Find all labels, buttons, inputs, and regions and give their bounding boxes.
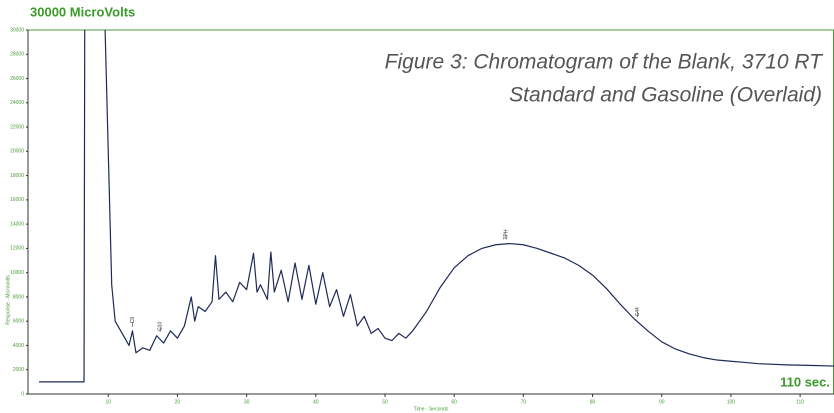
x-tick-label: 90 [659,399,665,405]
y-tick-label: 4000 [13,343,24,349]
y-tick-label: 10000 [10,270,24,276]
y-tick-label: 12000 [10,246,24,252]
x-tick-label: 50 [382,399,388,405]
x-tick-label: 110 [796,399,804,405]
x-tick-label: 70 [521,399,527,405]
x-tick-label: 80 [590,399,596,405]
y-tick-label: 14000 [10,221,24,227]
y-axis-label: Response - Microvolts [5,275,11,325]
y-tick-label: 26000 [10,76,24,82]
x-tick-label: 30 [244,399,250,405]
y-tick-label: 20000 [10,149,24,155]
x-tick-label: 20 [175,399,181,405]
y-tick-label: 0 [21,391,24,397]
y-unit-label: 30000 MicroVolts [30,4,135,19]
peak-label: TPH [503,229,509,239]
plot-area [39,30,834,383]
y-tick-label: 2000 [13,367,24,373]
x-unit-label: 110 sec. [780,374,830,389]
y-tick-label: 16000 [10,197,24,203]
peak-label: C44 [635,307,641,316]
x-tick-label: 60 [451,399,457,405]
peak-label: C10 [157,322,163,331]
y-tick-label: 18000 [10,173,24,179]
chart-title: Standard and Gasoline (Overlaid) [509,84,822,107]
y-tick-label: 22000 [10,124,24,130]
x-tick-label: 10 [105,399,111,405]
x-tick-label: 100 [727,399,736,405]
x-tick-label: 40 [313,399,319,405]
y-tick-label: 28000 [10,52,24,58]
chart-title: Figure 3: Chromatogram of the Blank, 371… [385,51,825,74]
y-tick-label: 8000 [13,294,24,300]
y-tick-label: 30000 [10,27,24,33]
x-axis-label: Time - Seconds [414,406,449,412]
y-tick-label: 6000 [13,319,24,325]
peak-label: C9 [130,317,136,324]
y-tick-label: 24000 [10,100,24,106]
data-line [39,30,834,383]
